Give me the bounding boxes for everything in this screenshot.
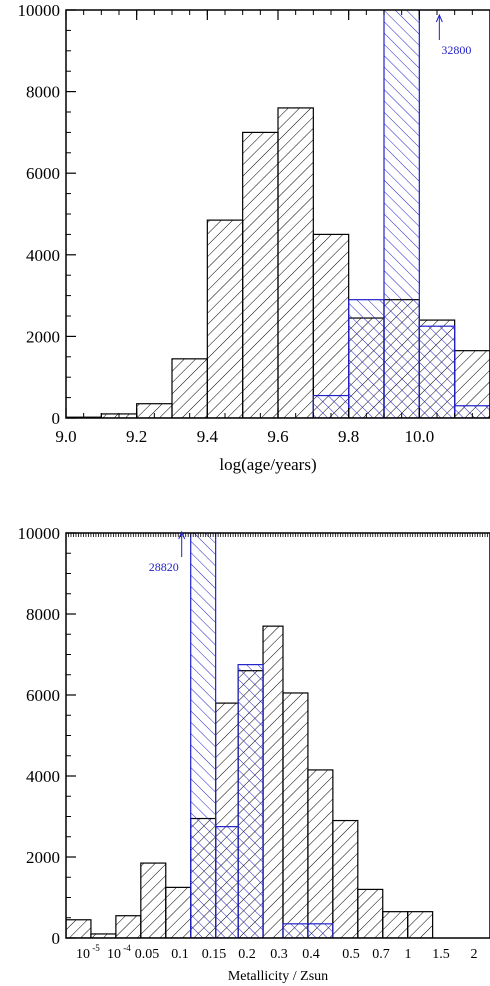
blue-bar xyxy=(418,325,456,418)
y-tick-label: 0 xyxy=(52,409,61,428)
black-bar xyxy=(332,819,359,938)
x-tick-label: 0.3 xyxy=(270,947,288,962)
y-tick-label: 8000 xyxy=(26,83,60,102)
y-tick-label: 6000 xyxy=(26,686,60,705)
black-bar xyxy=(307,769,334,938)
blue-bar xyxy=(307,923,334,938)
black-bar xyxy=(382,911,409,938)
black-bar xyxy=(282,692,309,938)
histogram-bars xyxy=(66,10,490,418)
black-bar xyxy=(357,888,384,938)
histogram-bars xyxy=(66,533,434,938)
blue-bar xyxy=(383,10,420,418)
blue-bar xyxy=(190,533,217,938)
x-tick-label: 0.15 xyxy=(202,947,227,962)
blue-bar xyxy=(215,826,239,938)
black-bar xyxy=(407,911,434,938)
x-axis-title: log(age/years) xyxy=(219,455,316,474)
age-histogram-plot: 0 2000 4000 6000 8000 10000 9.0 9.2 9.4 9.6 9.8 10.… xyxy=(18,1,490,474)
y-tick-label: 10000 xyxy=(18,1,61,20)
x-tick-label-exponent: -4 xyxy=(123,943,131,953)
x-tick-label: 1.5 xyxy=(432,947,450,962)
y-tick-label: 10000 xyxy=(18,524,61,543)
black-bar xyxy=(206,219,244,418)
y-tick-label: 8000 xyxy=(26,605,60,624)
black-bar xyxy=(66,919,92,938)
blue-bar xyxy=(348,299,385,418)
blue-bar xyxy=(282,923,309,938)
x-tick-label: 10 xyxy=(76,947,90,962)
x-tick-label: 9.0 xyxy=(55,427,76,446)
x-tick-label: 9.2 xyxy=(126,427,147,446)
x-tick-label: 0.4 xyxy=(302,947,320,962)
annotation-arrowhead xyxy=(178,530,186,540)
y-tick-label: 0 xyxy=(52,929,61,948)
x-tick-label: 0.1 xyxy=(171,947,189,962)
y-tick-label: 2000 xyxy=(26,327,60,346)
annotation-arrowhead xyxy=(435,13,443,23)
x-tick-label: 9.4 xyxy=(197,427,219,446)
black-bar xyxy=(165,886,192,938)
y-tick-label: 2000 xyxy=(26,848,60,867)
x-tick-label: 0.2 xyxy=(238,947,256,962)
x-tick-label: 1 xyxy=(405,947,412,962)
blue-bar xyxy=(237,664,264,938)
y-tick-label: 4000 xyxy=(26,246,60,265)
x-tick-label: 0.5 xyxy=(342,947,360,962)
black-bar xyxy=(277,107,314,418)
black-bar xyxy=(171,358,208,418)
x-axis-title: Metallicity / Zsun xyxy=(228,969,328,984)
y-tick-label: 6000 xyxy=(26,164,60,183)
black-bar xyxy=(242,131,279,418)
x-tick-label-exponent: -5 xyxy=(92,943,100,953)
annotation-label: 28820 xyxy=(149,560,179,574)
black-bar xyxy=(262,625,284,938)
black-bar xyxy=(115,915,142,938)
black-bar xyxy=(312,233,350,418)
x-tick-label: 10 xyxy=(107,947,121,962)
x-tick-label: 2 xyxy=(471,947,478,962)
x-tick-label: 9.8 xyxy=(338,427,359,446)
x-tick-label: 0.7 xyxy=(372,947,390,962)
black-bar xyxy=(140,862,167,938)
x-tick-label: 0.05 xyxy=(135,947,160,962)
annotation-label: 32800 xyxy=(441,43,471,57)
x-tick-label: 9.6 xyxy=(267,427,288,446)
y-tick-label: 4000 xyxy=(26,767,60,786)
x-tick-label: 10.0 xyxy=(404,427,434,446)
